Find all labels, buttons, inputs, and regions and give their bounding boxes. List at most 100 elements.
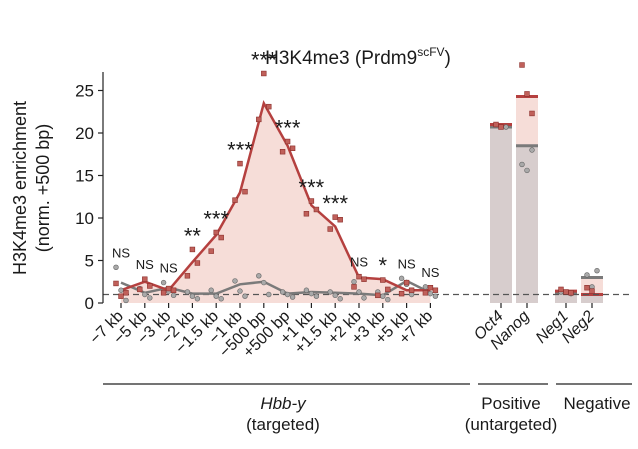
data-point-control xyxy=(529,147,535,153)
data-point-targeted xyxy=(261,70,267,77)
data-point-control xyxy=(356,289,362,295)
significance-label: ** xyxy=(184,223,202,248)
significance-label: *** xyxy=(203,206,229,231)
data-point-targeted xyxy=(213,229,219,236)
significance-label: NS xyxy=(350,255,368,270)
data-point-control xyxy=(337,296,343,302)
data-point-control xyxy=(266,291,272,298)
data-point-control xyxy=(303,287,310,293)
significance-label: NS xyxy=(398,256,416,271)
data-point-targeted xyxy=(113,280,119,287)
data-point-control xyxy=(361,295,367,301)
data-point-targeted xyxy=(568,290,574,296)
data-point-targeted xyxy=(498,124,504,130)
data-point-targeted xyxy=(289,145,296,151)
data-point-control xyxy=(519,161,525,168)
group-label: Negative xyxy=(563,394,630,413)
data-point-targeted xyxy=(524,91,530,97)
data-point-targeted xyxy=(218,234,224,241)
data-point-targeted xyxy=(327,226,333,232)
data-point-targeted xyxy=(361,276,367,282)
data-point-control xyxy=(118,287,124,293)
data-point-control xyxy=(242,293,248,299)
data-point-targeted xyxy=(284,138,291,145)
data-point-control xyxy=(313,293,320,299)
data-point-targeted xyxy=(256,116,262,123)
data-point-targeted xyxy=(432,287,439,293)
significance-label: *** xyxy=(322,191,348,216)
data-point-targeted xyxy=(237,160,243,167)
data-point-targeted xyxy=(337,217,343,223)
data-point-control xyxy=(170,292,177,299)
control-bar xyxy=(490,127,512,303)
data-point-targeted xyxy=(308,198,315,204)
data-point-targeted xyxy=(142,276,148,282)
data-point-control xyxy=(327,289,333,295)
data-point-targeted xyxy=(118,293,124,299)
significance-label: NS xyxy=(112,245,130,260)
data-point-targeted xyxy=(493,121,499,128)
data-point-targeted xyxy=(147,283,153,289)
chart-title: H3K4me3 (Prdm9scFV) xyxy=(265,45,451,69)
data-point-control xyxy=(232,278,238,284)
y-axis-label-unit: (norm. +500 bp) xyxy=(33,124,53,253)
data-point-control xyxy=(385,296,391,303)
data-point-control xyxy=(147,295,153,301)
y-tick-label: 5 xyxy=(85,252,94,271)
data-point-control xyxy=(184,289,191,295)
significance-label: *** xyxy=(275,116,301,141)
data-point-targeted xyxy=(194,260,201,266)
data-point-targeted xyxy=(398,290,405,297)
control-bar xyxy=(581,294,603,303)
data-point-control xyxy=(422,284,429,290)
y-tick-label: 15 xyxy=(75,167,94,186)
significance-label: *** xyxy=(299,175,325,200)
data-point-targeted xyxy=(375,292,381,299)
data-point-control xyxy=(279,289,286,295)
data-point-targeted xyxy=(385,286,391,293)
data-point-control xyxy=(332,292,338,299)
data-point-control xyxy=(218,296,224,302)
data-point-control xyxy=(584,272,590,278)
significance-label: NS xyxy=(160,261,178,276)
significance-label: *** xyxy=(227,138,253,163)
group-label: Hbb-y xyxy=(260,394,307,413)
data-point-control xyxy=(160,279,167,286)
data-point-targeted xyxy=(189,246,196,253)
series-line-targeted xyxy=(120,99,431,292)
data-point-control xyxy=(308,290,315,297)
data-point-targeted xyxy=(165,285,172,292)
data-point-control xyxy=(289,294,296,300)
data-point-targeted xyxy=(123,290,129,296)
data-point-targeted xyxy=(427,284,434,291)
series-area xyxy=(121,103,431,303)
y-tick-label: 10 xyxy=(75,209,94,228)
y-tick-label: 25 xyxy=(75,82,94,101)
data-point-control xyxy=(594,268,600,274)
data-point-targeted xyxy=(303,211,310,217)
group-label: Positive xyxy=(481,394,541,413)
significance-label: NS xyxy=(136,257,154,272)
data-point-targeted xyxy=(208,248,214,254)
data-point-targeted xyxy=(519,62,525,68)
data-point-targeted xyxy=(563,289,569,295)
significance-label: *** xyxy=(251,48,277,73)
significance-label: * xyxy=(379,253,388,278)
data-point-control xyxy=(189,293,196,299)
data-point-targeted xyxy=(242,188,248,195)
data-point-targeted xyxy=(279,149,286,155)
data-point-targeted xyxy=(160,290,167,296)
data-point-control xyxy=(503,124,509,130)
data-point-control xyxy=(351,279,357,285)
data-point-targeted xyxy=(584,284,590,291)
group-sublabel: (untargeted) xyxy=(465,415,558,434)
data-point-targeted xyxy=(137,286,143,293)
data-point-control xyxy=(524,167,530,174)
data-point-control xyxy=(284,291,291,298)
data-point-control xyxy=(427,290,434,297)
data-point-targeted xyxy=(422,290,429,296)
data-point-targeted xyxy=(356,273,362,280)
control-bar xyxy=(555,292,577,303)
data-point-control xyxy=(123,297,129,304)
